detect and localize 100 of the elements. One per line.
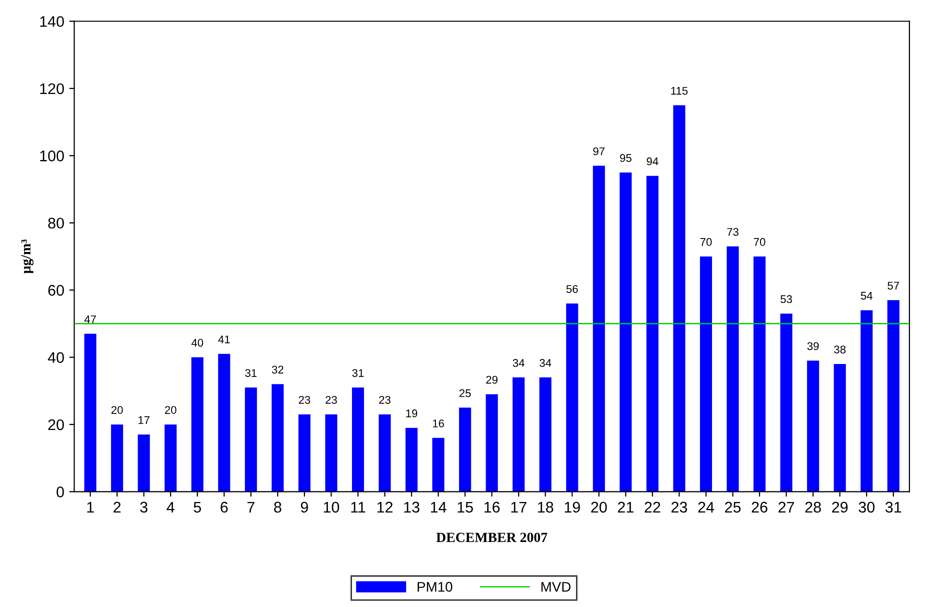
x-tick-label: 11 [351, 502, 366, 512]
x-tick-label: 25 [725, 502, 741, 513]
x-tick-label: 27 [778, 502, 794, 512]
bar [406, 428, 418, 492]
x-tick-label: 16 [484, 502, 500, 513]
x-tick-label: 13 [404, 502, 420, 513]
x-tick-label: 2 [114, 502, 121, 512]
bar [887, 300, 900, 492]
data-label: 40 [191, 338, 204, 347]
y-tick-label: 120 [40, 83, 64, 94]
x-tick-label: 8 [274, 502, 282, 513]
bar [138, 434, 150, 492]
bar [298, 414, 310, 492]
bar [700, 256, 712, 492]
x-tick-label: 18 [538, 502, 554, 513]
data-label: 25 [459, 389, 471, 398]
data-label: 20 [111, 406, 123, 414]
bar [834, 364, 846, 492]
bar [459, 408, 472, 492]
y-tick-label: 80 [48, 218, 64, 229]
x-tick-label: 9 [300, 502, 308, 513]
data-label: 29 [486, 376, 498, 384]
y-tick-label: 40 [48, 352, 64, 363]
legend-label: MVD [541, 582, 571, 592]
bar [620, 172, 632, 492]
x-tick-label: 7 [247, 502, 254, 512]
data-label: 53 [780, 295, 792, 304]
y-tick-label: 20 [48, 419, 64, 430]
bar [191, 357, 204, 492]
data-label: 95 [620, 154, 632, 162]
data-label: 17 [138, 416, 150, 424]
data-label: 97 [593, 147, 605, 156]
bar [592, 166, 605, 492]
data-label: 54 [860, 292, 872, 300]
x-tick-label: 28 [805, 502, 821, 513]
x-tick-label: 26 [752, 502, 768, 513]
bar [352, 388, 364, 492]
data-label: 32 [272, 366, 284, 374]
x-tick-label: 23 [671, 502, 688, 513]
x-tick-label: 6 [220, 502, 228, 513]
x-tick-label: 29 [832, 502, 848, 513]
bar [325, 414, 338, 492]
data-label: 57 [888, 282, 899, 290]
bar [84, 334, 96, 492]
data-label: 23 [379, 396, 390, 404]
data-label: 34 [540, 359, 552, 367]
bar [164, 424, 177, 492]
x-axis-title: DECEMBER 2007 [436, 532, 548, 542]
y-tick-label: 140 [40, 16, 64, 27]
bar [512, 377, 525, 492]
bar [432, 438, 444, 492]
data-label: 56 [566, 285, 578, 293]
x-tick-label: 30 [858, 502, 875, 513]
x-tick-label: 5 [194, 502, 201, 513]
x-tick-label: 10 [324, 502, 340, 513]
x-tick-label: 1 [87, 502, 94, 512]
bar [754, 256, 766, 492]
bar [539, 377, 552, 492]
bar [378, 414, 391, 492]
bar [486, 394, 498, 492]
data-label: 115 [671, 86, 688, 95]
x-tick-label: 15 [458, 502, 473, 513]
bar [566, 304, 578, 492]
x-tick-label: 24 [698, 502, 714, 512]
data-label: 70 [754, 238, 766, 246]
data-label: 19 [406, 409, 418, 418]
bar [218, 354, 230, 492]
data-label: 47 [84, 315, 96, 324]
bar [807, 360, 820, 492]
bar [860, 310, 873, 492]
x-tick-label: 12 [377, 502, 392, 512]
y-axis-title: μg/m³ [21, 240, 34, 274]
x-tick-label: 31 [885, 502, 902, 513]
x-tick-label: 4 [166, 502, 174, 512]
data-label: 23 [298, 396, 310, 404]
x-tick-label: 14 [430, 502, 446, 512]
bar [244, 388, 257, 492]
x-tick-label: 3 [140, 502, 148, 513]
data-label: 31 [245, 369, 257, 377]
data-label: 39 [807, 342, 819, 350]
x-tick-label: 21 [618, 502, 634, 512]
data-label: 70 [700, 238, 712, 246]
data-label: 41 [218, 336, 230, 344]
x-tick-label: 22 [644, 502, 660, 512]
data-label: 73 [727, 228, 738, 236]
bar [272, 384, 284, 492]
data-label: 23 [326, 396, 337, 404]
x-tick-label: 17 [511, 502, 526, 512]
data-label: 38 [834, 346, 846, 354]
data-label: 94 [646, 157, 658, 166]
data-label: 20 [164, 406, 176, 414]
bar [726, 246, 739, 492]
y-tick-label: 100 [40, 150, 64, 162]
data-label: 16 [432, 420, 444, 428]
x-tick-label: 19 [564, 502, 580, 513]
bar [673, 105, 686, 492]
y-tick-label: 0 [56, 486, 64, 498]
legend-label: PM10 [418, 582, 452, 592]
data-label: 31 [352, 369, 364, 377]
data-label: 34 [512, 359, 524, 367]
